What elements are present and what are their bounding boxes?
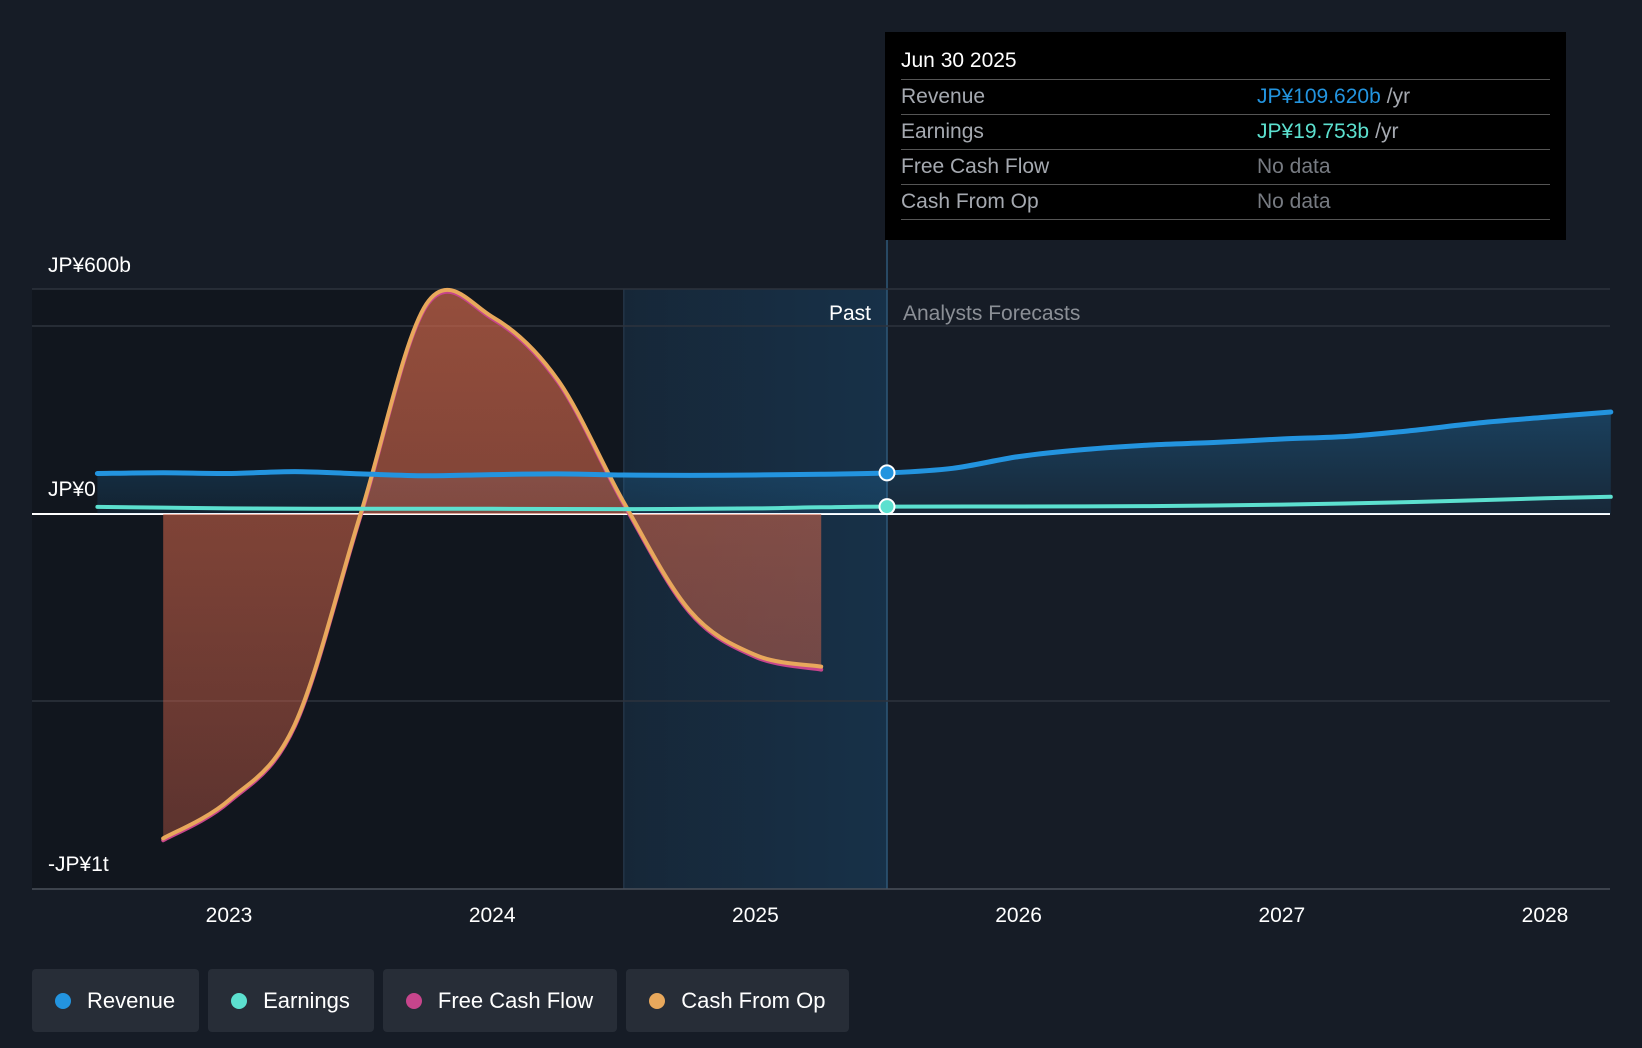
tooltip-row-cash-from-op: Cash From Op No data — [901, 185, 1550, 220]
tooltip-date: Jun 30 2025 — [901, 46, 1550, 80]
past-label: Past — [829, 302, 871, 325]
x-axis-tick-label: 2023 — [206, 904, 253, 927]
y-axis-label: -JP¥1t — [48, 853, 109, 876]
tooltip-row-revenue: Revenue JP¥109.620b /yr — [901, 80, 1550, 115]
cash-from-op-line — [161, 288, 824, 841]
tooltip-value: JP¥19.753b — [1257, 120, 1370, 143]
x-axis-tick-label: 2026 — [995, 904, 1042, 927]
tooltip-value: No data — [1257, 155, 1331, 178]
tooltip-label: Revenue — [901, 85, 986, 108]
revenue-line — [94, 409, 1614, 479]
earnings-marker — [878, 498, 896, 516]
tooltip-label: Earnings — [901, 120, 984, 143]
tooltip-row-free-cash-flow: Free Cash Flow No data — [901, 150, 1550, 185]
y-axis-label: JP¥600b — [48, 254, 131, 277]
x-axis-tick-label: 2024 — [469, 904, 516, 927]
legend-label: Free Cash Flow — [437, 987, 594, 1013]
tooltip-unit: /yr — [1386, 85, 1411, 108]
x-axis-tick-label: 2027 — [1258, 904, 1305, 927]
tooltip: Jun 30 2025 Revenue JP¥109.620b /yr Earn… — [885, 32, 1566, 240]
tooltip-value: JP¥109.620b — [1257, 85, 1381, 108]
legend-dot-icon — [231, 992, 248, 1009]
x-axis-tick-label: 2028 — [1522, 904, 1569, 927]
legend-item-revenue[interactable]: Revenue — [32, 969, 200, 1032]
cash-from-op-area — [163, 289, 822, 839]
legend-item-earnings[interactable]: Earnings — [208, 969, 374, 1032]
y-axis-label: JP¥0 — [48, 478, 96, 501]
tooltip-row-earnings: Earnings JP¥19.753b /yr — [901, 115, 1550, 150]
legend-label: Revenue — [87, 987, 176, 1013]
x-axis-tick-label: 2025 — [732, 904, 779, 927]
legend-item-cash-from-op[interactable]: Cash From Op — [626, 969, 850, 1032]
tooltip-label: Cash From Op — [901, 190, 1039, 213]
tooltip-value: No data — [1257, 190, 1331, 213]
tooltip-label: Free Cash Flow — [901, 155, 1050, 178]
legend-item-free-cash-flow[interactable]: Free Cash Flow — [382, 969, 618, 1032]
forecast-label: Analysts Forecasts — [903, 302, 1080, 325]
legend-label: Cash From Op — [681, 987, 826, 1013]
legend-dot-icon — [405, 992, 422, 1009]
earnings-line — [95, 494, 1613, 512]
revenue-marker — [878, 464, 896, 482]
legend-dot-icon — [55, 992, 71, 1009]
legend-label: Earnings — [263, 987, 350, 1013]
tooltip-unit: /yr — [1375, 120, 1399, 143]
legend: Revenue Earnings Free Cash Flow Cash Fro… — [32, 969, 850, 1032]
legend-dot-icon — [649, 992, 666, 1009]
